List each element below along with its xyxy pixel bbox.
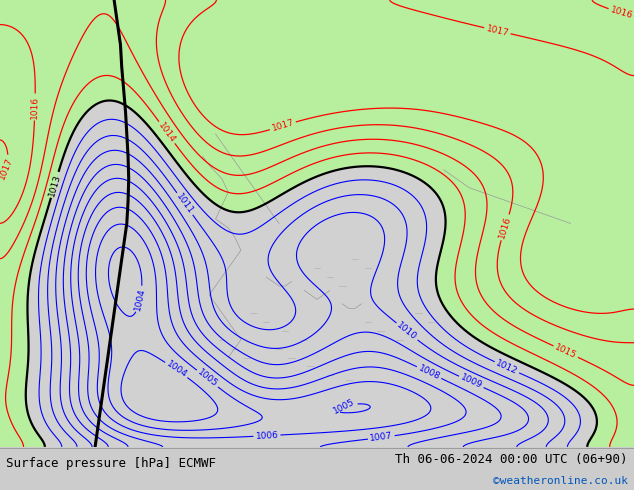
Text: 1008: 1008 <box>417 364 441 382</box>
Text: 1016: 1016 <box>609 6 633 21</box>
Text: 1015: 1015 <box>553 343 578 361</box>
Text: 1017: 1017 <box>271 118 295 133</box>
Text: Surface pressure [hPa] ECMWF: Surface pressure [hPa] ECMWF <box>6 457 216 470</box>
Text: 1005: 1005 <box>195 368 219 389</box>
Text: 1016: 1016 <box>498 215 513 240</box>
Text: Th 06-06-2024 00:00 UTC (06+90): Th 06-06-2024 00:00 UTC (06+90) <box>395 453 628 466</box>
Text: 1004: 1004 <box>164 360 188 380</box>
Text: 1011: 1011 <box>174 192 195 216</box>
Text: 1012: 1012 <box>495 359 519 376</box>
Text: 1007: 1007 <box>370 432 393 443</box>
Text: 1017: 1017 <box>485 24 510 38</box>
Text: 1006: 1006 <box>256 431 278 441</box>
Text: 1016: 1016 <box>30 96 40 119</box>
Text: 1005: 1005 <box>332 397 357 416</box>
Text: ©weatheronline.co.uk: ©weatheronline.co.uk <box>493 475 628 486</box>
Text: 1010: 1010 <box>395 321 418 342</box>
Text: 1004: 1004 <box>133 287 147 311</box>
Text: 1017: 1017 <box>0 156 15 180</box>
Text: 1009: 1009 <box>459 373 484 391</box>
Text: 1013: 1013 <box>47 172 62 197</box>
Text: 1014: 1014 <box>157 121 178 145</box>
